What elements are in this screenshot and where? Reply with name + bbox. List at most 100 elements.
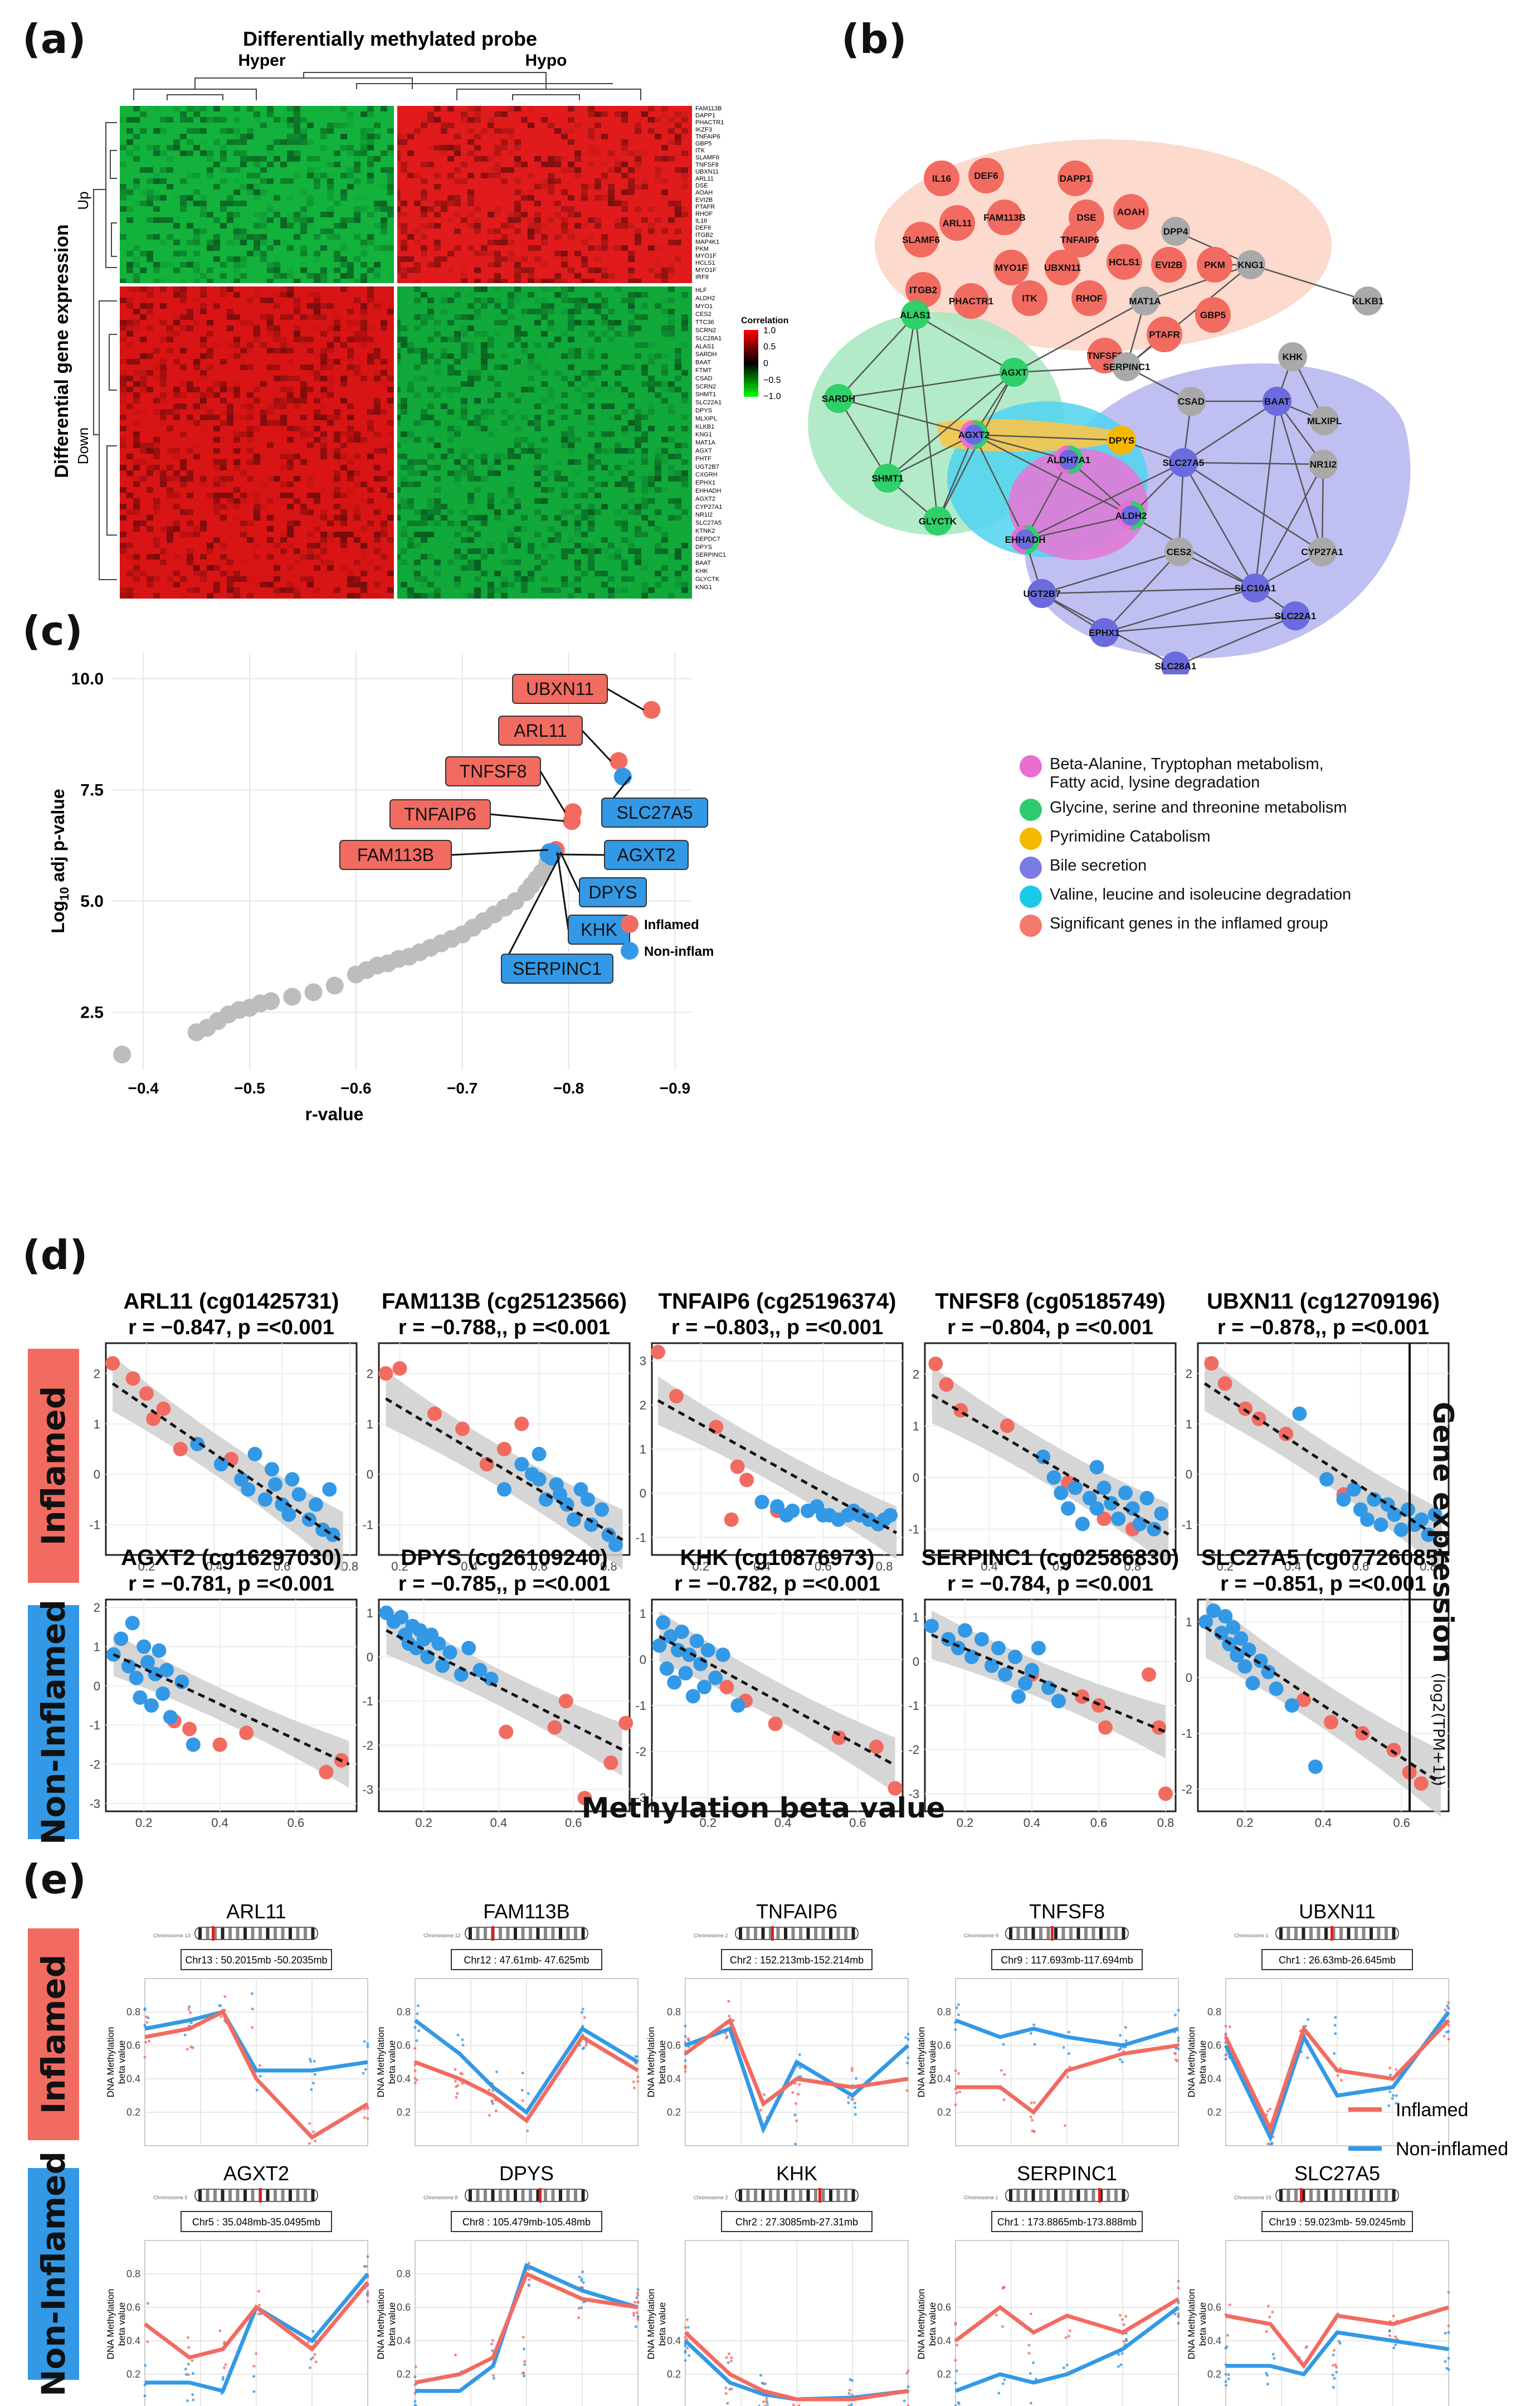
- methylation-dot: [309, 2060, 313, 2063]
- heatmap-cell: [681, 565, 688, 571]
- heatmap-cell: [260, 240, 267, 245]
- point-noninflamed: [1054, 1485, 1069, 1500]
- heatmap-cell: [140, 381, 147, 387]
- heatmap-cell: [574, 234, 581, 240]
- heatmap-cell: [561, 292, 568, 298]
- regression-line: [657, 1399, 898, 1534]
- legend-tick-0: 0: [763, 359, 768, 368]
- heatmap-cell: [233, 128, 240, 134]
- legend-text: Beta-Alanine, Tryptophan metabolism, Fat…: [1050, 755, 1324, 791]
- heatmap-cell: [581, 509, 588, 515]
- heatmap-cell: [320, 487, 327, 493]
- network-edge: [1321, 464, 1324, 552]
- heatmap-cell: [447, 145, 454, 150]
- heatmap-cell: [320, 303, 327, 309]
- heatmap-cell: [421, 420, 427, 426]
- heatmap-cell: [581, 325, 588, 331]
- heatmap-cell: [554, 537, 561, 543]
- heatmap-cell: [307, 273, 314, 279]
- heatmap-cell: [347, 117, 354, 123]
- x-tick-label: 0.6: [1352, 1559, 1370, 1573]
- heatmap-cell: [494, 286, 501, 292]
- methylation-dot: [314, 2360, 318, 2364]
- y-tick-label: 0.6: [397, 2302, 411, 2313]
- heatmap-cell: [488, 532, 494, 537]
- heatmap-cell: [267, 443, 274, 448]
- heatmap-cell: [421, 245, 427, 251]
- y-tick-label: 0.2: [667, 2107, 681, 2118]
- x-tick-label: 0.4: [211, 1816, 228, 1830]
- heatmap-cell: [334, 256, 340, 262]
- heatmap-cell: [287, 123, 294, 128]
- heatmap-cell: [294, 587, 300, 593]
- line-noninflamed: [145, 2272, 369, 2394]
- heatmap-cell: [160, 217, 167, 223]
- heatmap-cell: [434, 245, 441, 251]
- heatmap-cell: [541, 476, 548, 482]
- methylation-dot: [1268, 2315, 1271, 2318]
- heatmap-cell: [461, 256, 467, 262]
- heatmap-cell: [173, 404, 180, 409]
- heatmap-cell: [187, 532, 193, 537]
- heatmap-cell: [207, 415, 213, 420]
- ideogram-band: [739, 2190, 742, 2201]
- node-label: PKM: [1204, 260, 1225, 270]
- regression-line: [113, 1653, 350, 1766]
- heatmap-cell: [347, 364, 354, 370]
- heatmap-cell: [233, 515, 240, 521]
- ideogram-band: [836, 1928, 840, 1939]
- heatmap-cell: [300, 229, 307, 234]
- regression-line: [386, 1629, 623, 1751]
- heatmap-cell: [621, 565, 628, 571]
- point-noninflamed: [1319, 1472, 1334, 1487]
- heatmap-cell: [641, 342, 648, 348]
- heatmap-cell: [461, 526, 467, 532]
- heatmap-cell: [488, 156, 494, 162]
- y-tick-label: -1: [89, 1518, 100, 1532]
- heatmap-cell: [207, 173, 213, 178]
- heatmap-cell: [655, 217, 661, 223]
- heatmap-cell: [233, 498, 240, 504]
- heatmap-cell: [314, 554, 320, 560]
- point-noninflamed: [133, 1690, 148, 1705]
- heatmap-cell: [213, 342, 220, 348]
- heatmap-cell: [628, 404, 635, 409]
- methylation-dot: [954, 2381, 957, 2385]
- heatmap-cell: [421, 537, 427, 543]
- heatmap-cell: [254, 325, 260, 331]
- heatmap-cell: [227, 314, 233, 320]
- heatmap-cell: [561, 217, 568, 223]
- methylation-dot: [1224, 2373, 1227, 2376]
- heatmap-cell: [227, 167, 233, 173]
- line-inflamed: [1224, 2019, 1450, 2135]
- heatmap-cell: [548, 173, 554, 178]
- down-gene-label: SERPINC1: [695, 552, 726, 558]
- heatmap-cell: [414, 543, 421, 548]
- point-noninflamed: [1245, 1676, 1260, 1690]
- ideogram-band: [821, 2190, 825, 2201]
- methylation-dot: [250, 1992, 254, 1995]
- heatmap-cell: [534, 448, 541, 454]
- node-label: GLYCTK: [919, 516, 957, 527]
- heatmap-cell: [588, 150, 594, 156]
- callout-arrow: [490, 813, 564, 822]
- ideogram-band: [544, 2190, 547, 2201]
- heatmap-cell: [474, 156, 481, 162]
- heatmap-cell: [427, 454, 434, 459]
- heatmap-cell: [655, 459, 661, 465]
- methylation-dot: [1447, 2291, 1450, 2294]
- heatmap-cell: [254, 156, 260, 162]
- node-circle: [1278, 342, 1307, 371]
- methylation-dot: [1332, 2364, 1335, 2367]
- network-node-agxt2: AGXT2: [958, 420, 990, 449]
- heatmap-cell: [594, 482, 601, 487]
- heatmap-cell: [514, 156, 521, 162]
- heatmap-cell: [621, 504, 628, 509]
- heatmap-cell: [354, 515, 360, 521]
- legend-tick-minus-0.5: −0.5: [763, 376, 781, 385]
- heatmap-cell: [467, 565, 474, 571]
- heatmap-cell: [541, 515, 548, 521]
- methylation-dot: [730, 2356, 733, 2360]
- y-tick-label: 0: [94, 1679, 100, 1693]
- node-circle: [905, 272, 941, 308]
